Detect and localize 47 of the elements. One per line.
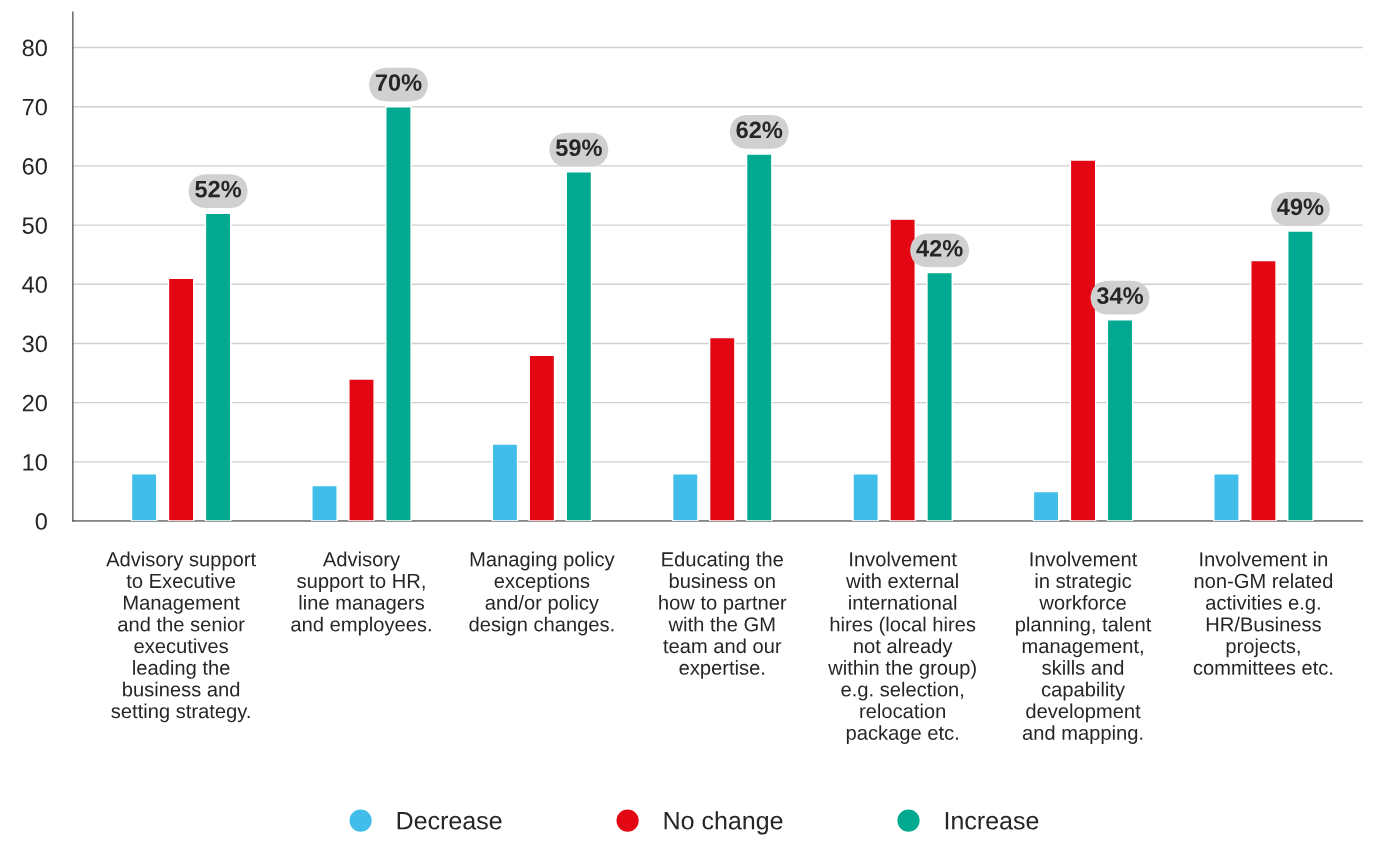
bar [167,277,195,522]
bar [348,378,375,522]
bar [671,473,699,522]
y-tick-label: 70 [22,98,47,116]
bar [1069,159,1097,522]
bar [528,354,556,522]
bar [926,271,953,522]
bar [745,153,773,522]
bar [852,473,879,522]
y-tick-label: 80 [22,39,47,57]
bar [311,484,338,522]
bar [565,171,593,522]
x-tick-label: Advisory support to HR, line managers and employees. [291,551,431,636]
bar [1213,473,1240,522]
bar [491,443,519,522]
y-tick-label: 20 [22,394,47,412]
y-tick-label: 30 [22,335,47,353]
legend-label: Decrease [397,812,502,830]
y-tick-label: 10 [23,453,47,471]
x-tick-label: Managing policy exceptions and/or policy design changes. [469,551,615,636]
bar [708,336,736,522]
category-label: Involvement with external international hires (local hires not already within the group) e.g. selection, relocation package etc. [828,551,976,744]
x-tick-label: Advisory support to Executive Management and the senior executives leading the business and setting strategy. [106,551,256,723]
legend-label: Increase [945,812,1039,830]
bar [385,106,412,522]
data-label: 52% [195,180,242,198]
x-tick-label: Involvement in non-GM related activities e.g. HR/Business projects, committees etc. [1193,551,1333,675]
bar [1106,319,1134,522]
bar [204,212,232,522]
legend-label: No change [664,811,783,835]
y-tick-label: 60 [22,157,47,175]
bar [1032,490,1060,522]
bar [889,218,916,522]
y-tick-label: 40 [22,276,47,294]
category-label: Involvement in strategic workforce planning, talent management, skills and capability development and mapping. [1016,551,1152,744]
bar [1250,259,1277,522]
y-tick-label: 50 [22,217,47,234]
bar [1287,230,1314,522]
data-label: 49% [1277,198,1324,216]
data-label: 42% [916,239,963,257]
bar [130,473,158,522]
data-label: 62% [736,121,783,139]
data-label: 59% [555,139,602,157]
data-label: 70% [375,74,422,91]
y-tick-label: 0 [35,513,47,530]
data-label: 34% [1096,287,1144,305]
x-tick-label: Educating the business on how to partner with the GM team and our expertise. [659,551,787,679]
